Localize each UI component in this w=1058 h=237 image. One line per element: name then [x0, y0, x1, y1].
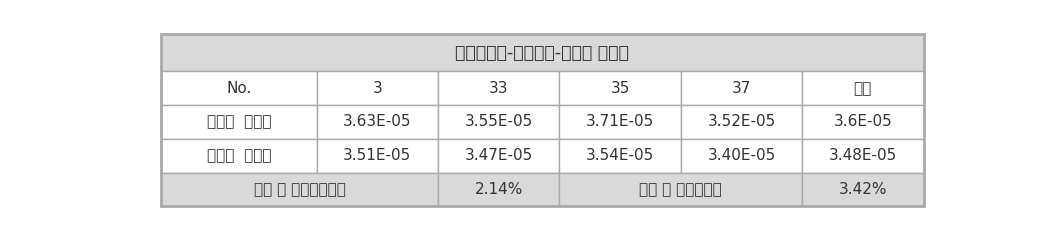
Text: 3.48E-05: 3.48E-05	[828, 148, 897, 163]
Bar	[680, 139, 802, 173]
Bar	[161, 34, 924, 71]
Bar	[438, 139, 560, 173]
Bar	[802, 105, 924, 139]
Text: 3.63E-05: 3.63E-05	[343, 114, 412, 129]
Text: 시험 후 저항균일도: 시험 후 저항균일도	[639, 182, 723, 197]
Text: 3.40E-05: 3.40E-05	[708, 148, 776, 163]
Bar	[802, 139, 924, 173]
Bar	[161, 139, 316, 173]
Text: 3.55E-05: 3.55E-05	[464, 114, 533, 129]
Text: 평균: 평균	[854, 81, 872, 96]
Text: No.: No.	[226, 81, 252, 96]
Text: 3.47E-05: 3.47E-05	[464, 148, 533, 163]
Text: 시험 전 비저항균일도: 시험 전 비저항균일도	[254, 182, 346, 197]
Bar	[560, 105, 680, 139]
Text: 3: 3	[372, 81, 382, 96]
Bar	[161, 173, 438, 206]
Text: 3.42%: 3.42%	[839, 182, 887, 197]
Bar	[438, 173, 560, 206]
Text: 3.54E-05: 3.54E-05	[586, 148, 654, 163]
Text: 33: 33	[489, 81, 509, 96]
Bar	[680, 105, 802, 139]
Bar	[316, 105, 438, 139]
Bar	[438, 71, 560, 105]
Bar	[802, 173, 924, 206]
Text: 3.71E-05: 3.71E-05	[586, 114, 654, 129]
Bar	[316, 71, 438, 105]
Text: 3.51E-05: 3.51E-05	[343, 148, 412, 163]
Bar	[161, 105, 316, 139]
Bar	[560, 139, 680, 173]
Text: 2.14%: 2.14%	[475, 182, 523, 197]
Bar	[560, 173, 802, 206]
Text: 35: 35	[610, 81, 630, 96]
Bar	[680, 71, 802, 105]
Bar	[802, 71, 924, 105]
Text: 시험후  비저항: 시험후 비저항	[206, 148, 271, 163]
Text: 37: 37	[732, 81, 751, 96]
Bar	[560, 71, 680, 105]
Text: 시험전  비저항: 시험전 비저항	[206, 114, 271, 129]
Text: 네페스단품-항온항습-비저항 균일도: 네페스단품-항온항습-비저항 균일도	[455, 44, 630, 62]
Text: 3.52E-05: 3.52E-05	[708, 114, 776, 129]
Bar	[316, 139, 438, 173]
Text: 3.6E-05: 3.6E-05	[834, 114, 892, 129]
Bar	[161, 71, 316, 105]
Bar	[438, 105, 560, 139]
